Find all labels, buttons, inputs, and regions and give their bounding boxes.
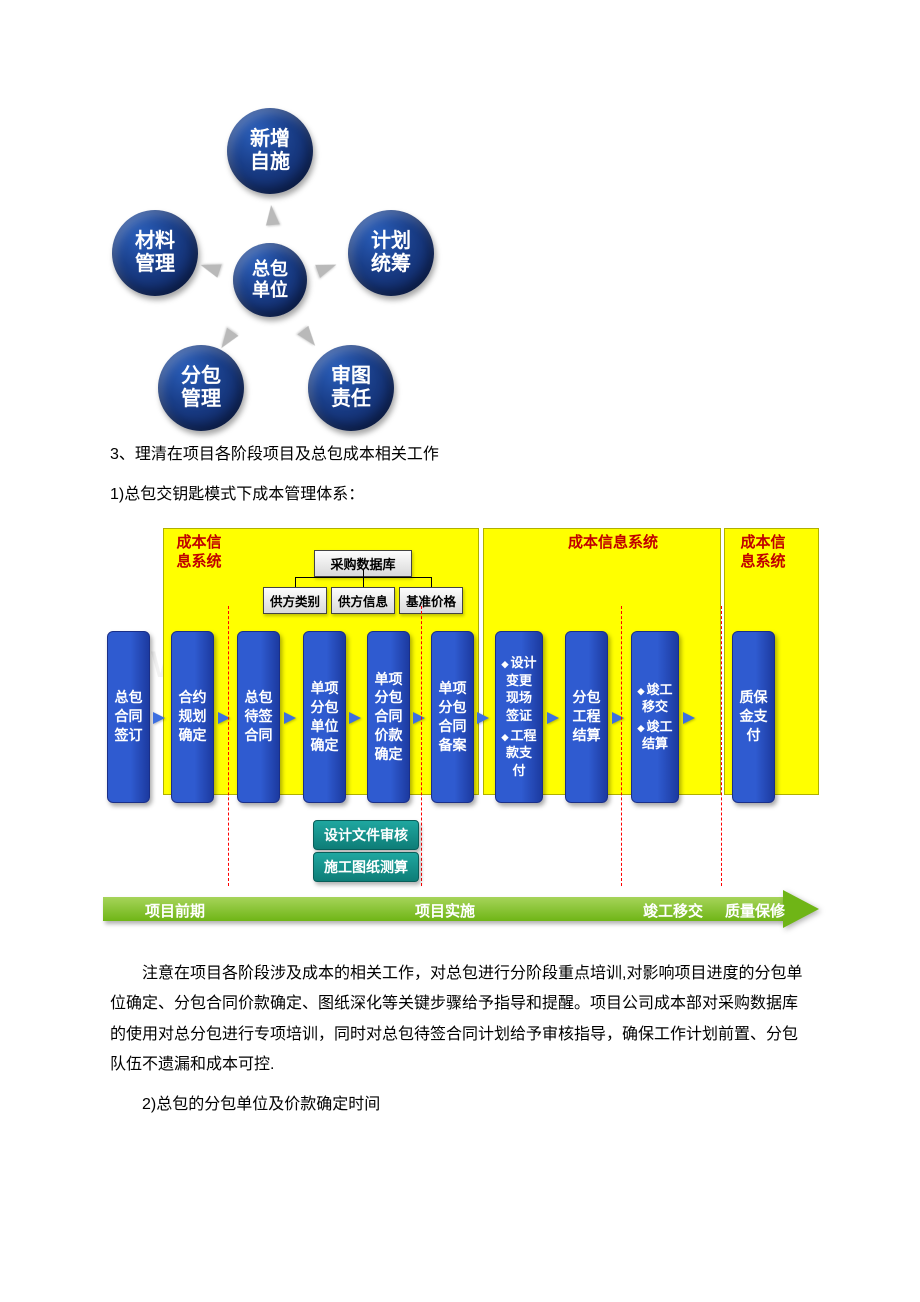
flow-diagram: www.bdocx.com成本信息系统成本信息系统成本信息系统采购数据库供方类别… — [100, 521, 820, 941]
flow-box-b3: 总包待签合同 — [237, 631, 280, 803]
red-dash-3 — [721, 606, 722, 886]
zone-title-z1: 成本信息系统 — [173, 534, 225, 572]
tree-line-0 — [363, 569, 364, 577]
flow-box-b6: 单项分包合同备案 — [431, 631, 474, 803]
tree-line-2 — [295, 577, 296, 587]
red-dash-0 — [228, 606, 229, 886]
red-dash-2 — [621, 606, 622, 886]
radial-diagram: 总包单位 新增自施计划统筹审图责任分包管理 材料管理 — [100, 90, 440, 430]
teal-box-1: 施工图纸测算 — [313, 852, 419, 882]
radial-node-left: 材料管理 — [112, 210, 198, 296]
flow-box-b8: 分包工程结算 — [565, 631, 608, 803]
radial-node-bl: 分包管理 — [158, 345, 244, 431]
flow-box-b1: 总包合同签订 — [107, 631, 150, 803]
flow-arrow-8 — [683, 712, 695, 724]
flow-box-b2: 合约规划确定 — [171, 631, 214, 803]
phase-label-2: 竣工移交 — [643, 900, 703, 921]
flow-arrow-5 — [477, 712, 489, 724]
radial-arrow-2 — [297, 326, 320, 350]
phase-label-1: 项目实施 — [415, 900, 475, 921]
flow-box-b5: 单项分包合同价款确定 — [367, 631, 410, 803]
flow-box-b9: 竣工移交竣工结算 — [631, 631, 679, 803]
radial-center-node: 总包单位 — [233, 243, 307, 317]
flow-box-b7: 设计变更现场签证工程款支付 — [495, 631, 543, 803]
flow-arrow-0 — [153, 712, 165, 724]
flow-arrow-6 — [547, 712, 559, 724]
phase-bar: 项目前期 项目实施 竣工移交 质量保修 — [103, 890, 819, 928]
flow-box-b10: 质保金支付 — [732, 631, 775, 803]
teal-box-0: 设计文件审核 — [313, 820, 419, 850]
zone-title-z3: 成本信息系统 — [737, 534, 789, 572]
paragraph-3: 3、理清在项目各阶段项目及总包成本相关工作 — [110, 440, 810, 470]
phase-label-0: 项目前期 — [145, 900, 205, 921]
flow-box-b4: 单项分包单位确定 — [303, 631, 346, 803]
radial-arrow-0 — [264, 204, 280, 225]
phase-label-3: 质量保修 — [725, 900, 785, 921]
flow-arrow-4 — [413, 712, 425, 724]
flow-arrow-3 — [349, 712, 361, 724]
db-child-0: 供方类别 — [263, 587, 327, 614]
paragraph-2: 2)总包的分包单位及价款确定时间 — [110, 1090, 810, 1120]
radial-arrow-1 — [315, 258, 339, 278]
zone-title-z2: 成本信息系统 — [553, 534, 673, 553]
paragraph-body: 注意在项目各阶段涉及成本的相关工作，对总包进行分阶段重点培训,对影响项目进度的分… — [110, 959, 810, 1081]
db-child-1: 供方信息 — [331, 587, 395, 614]
tree-line-3 — [363, 577, 364, 587]
flow-arrow-7 — [612, 712, 624, 724]
radial-arrow-4 — [198, 258, 221, 277]
red-dash-1 — [421, 606, 422, 886]
flow-arrow-2 — [284, 712, 296, 724]
db-child-2: 基准价格 — [399, 587, 463, 614]
paragraph-1-1: 1)总包交钥匙模式下成本管理体系： — [110, 480, 810, 510]
tree-line-4 — [431, 577, 432, 587]
radial-node-br: 审图责任 — [308, 345, 394, 431]
radial-node-right: 计划统筹 — [348, 210, 434, 296]
radial-node-top: 新增自施 — [227, 108, 313, 194]
